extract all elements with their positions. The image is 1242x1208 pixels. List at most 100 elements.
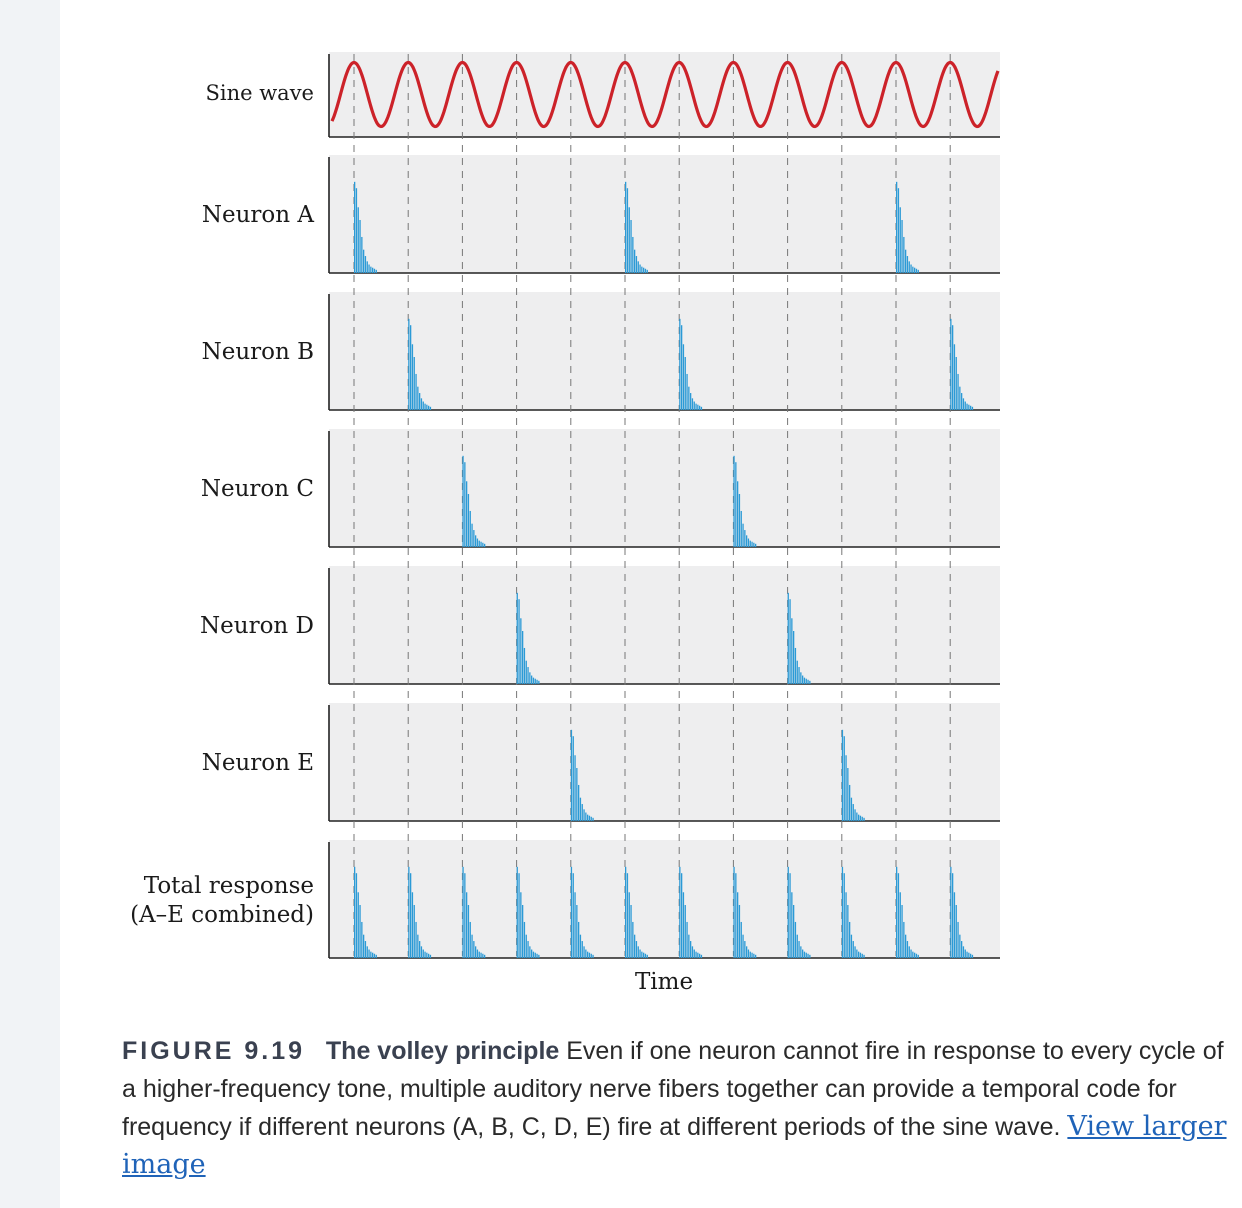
spike-bar <box>914 267 916 273</box>
spike-bar <box>809 954 811 958</box>
spike-bar <box>899 892 901 958</box>
spike-bar <box>588 952 591 958</box>
row-label-line: (A–E combined) <box>130 902 314 928</box>
spike-bar <box>576 905 578 958</box>
spike-bar <box>632 236 634 273</box>
spike-bar <box>570 866 573 958</box>
spike-bar <box>805 678 807 684</box>
spike-bar <box>475 946 477 958</box>
row-label-line: Total response <box>144 873 314 899</box>
spike-bar <box>679 318 681 410</box>
view-larger-image-link[interactable]: View larger image <box>122 1111 1227 1180</box>
spike-bar <box>912 266 914 273</box>
spike-bar <box>368 949 370 958</box>
spike-bar <box>798 941 800 958</box>
spike-bar <box>735 462 737 547</box>
spike-bar <box>686 373 688 410</box>
spike-bar <box>751 952 753 958</box>
spike-bar <box>917 269 919 273</box>
spike-bar <box>959 386 961 410</box>
spike-bar <box>522 905 524 958</box>
spike-bar <box>809 680 811 684</box>
spike-bar <box>744 530 746 547</box>
spike-bar <box>917 954 919 958</box>
spike-bar <box>735 873 737 958</box>
spike-bar <box>688 934 690 958</box>
spike-bar <box>901 905 903 958</box>
spike-bar <box>630 220 632 273</box>
spike-bar <box>903 236 905 273</box>
spike-burst <box>462 866 486 958</box>
spike-bar <box>906 941 909 958</box>
spike-bar <box>518 599 520 684</box>
spike-bar <box>592 954 594 958</box>
spike-bar <box>787 592 789 684</box>
row-label: Neuron D <box>200 613 314 639</box>
spike-bar <box>538 954 540 958</box>
spike-bar <box>583 946 585 958</box>
spike-bar <box>576 768 578 821</box>
spike-bar <box>859 815 862 821</box>
spike-bar <box>363 934 365 958</box>
spike-bar <box>364 941 367 958</box>
spike-bar <box>635 256 638 273</box>
spike-bar <box>422 401 424 410</box>
spike-bar <box>849 921 851 958</box>
spike-bar <box>467 494 470 547</box>
spike-bar <box>355 188 358 273</box>
spike-bar <box>357 207 359 273</box>
row-panel <box>329 566 1000 684</box>
spike-bar <box>583 809 585 821</box>
spike-bar <box>847 768 849 821</box>
spike-bar <box>793 631 795 684</box>
spike-bar <box>845 755 847 821</box>
spike-bar <box>462 866 464 958</box>
spike-bar <box>964 401 966 410</box>
spike-bar <box>955 905 957 958</box>
spike-bar <box>912 951 914 958</box>
spike-burst <box>896 866 919 958</box>
spike-bar <box>845 892 847 958</box>
spike-bar <box>464 873 466 958</box>
spike-bar <box>415 921 417 958</box>
spike-bar <box>363 249 365 273</box>
spike-bar <box>957 921 959 958</box>
spike-burst <box>570 729 594 821</box>
figure-number: FIGURE 9.19 <box>122 1037 306 1065</box>
spike-bar <box>359 220 361 273</box>
spike-bar <box>679 866 681 958</box>
spike-bar <box>859 952 862 958</box>
row-panel <box>329 703 1000 821</box>
spike-bar <box>641 266 643 273</box>
spike-bar <box>375 269 377 273</box>
spike-bar <box>803 951 806 958</box>
spike-bar <box>800 672 802 684</box>
spike-bar <box>968 404 970 410</box>
spike-bar <box>419 941 421 958</box>
spike-bar <box>793 905 795 958</box>
figure-caption: FIGURE 9.19 The volley principle Even if… <box>122 1032 1232 1184</box>
spike-bar <box>355 873 358 958</box>
spike-burst <box>516 866 540 958</box>
spike-burst <box>570 866 594 958</box>
spike-bar <box>841 866 844 958</box>
spike-bar <box>908 946 910 958</box>
spike-bar <box>480 952 482 958</box>
spike-bar <box>588 815 591 821</box>
spike-bar <box>471 523 473 547</box>
spike-bar <box>901 220 903 273</box>
spike-bar <box>529 946 531 958</box>
spike-bar <box>424 951 426 958</box>
spike-bar <box>370 266 372 273</box>
spike-bar <box>643 267 645 273</box>
spike-bar <box>693 949 695 958</box>
row-panel <box>329 840 1000 958</box>
spike-bar <box>536 679 538 684</box>
spike-bar <box>464 462 466 547</box>
spike-bar <box>915 953 918 958</box>
spike-bar <box>798 667 800 684</box>
spike-bar <box>850 797 853 821</box>
spike-bar <box>644 953 647 958</box>
spike-bar <box>856 812 858 821</box>
spike-bar <box>516 866 518 958</box>
